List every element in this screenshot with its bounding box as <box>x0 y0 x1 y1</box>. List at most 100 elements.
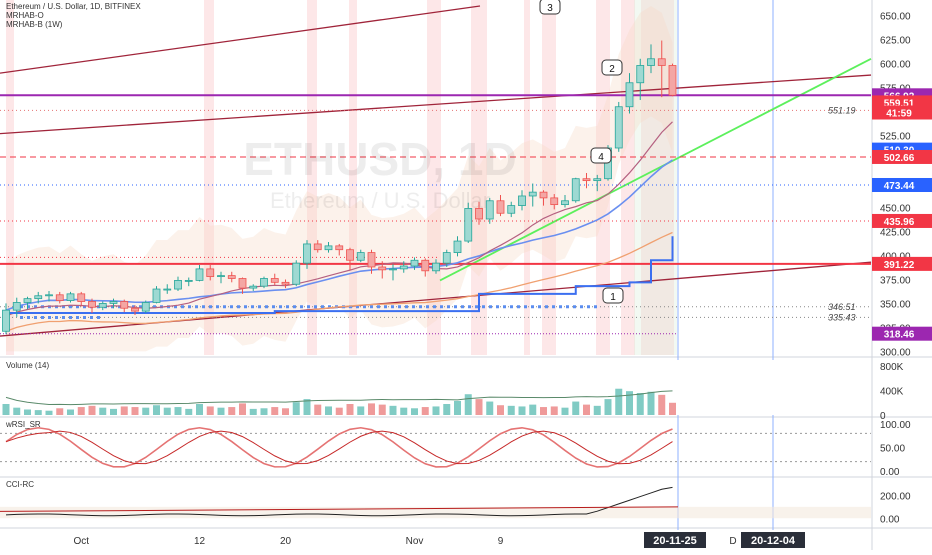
volume-bar <box>24 409 31 415</box>
cci-tick-label: 200.00 <box>880 491 911 502</box>
candle-body <box>453 240 462 253</box>
wrsi-signal <box>5 430 673 465</box>
candle-body <box>356 252 365 261</box>
volume-bar <box>507 405 515 415</box>
volume-bar <box>282 408 289 415</box>
time-tick-label: Nov <box>406 536 424 547</box>
volume-bar <box>464 394 472 415</box>
candle-body <box>582 178 591 182</box>
candle-body <box>324 245 333 251</box>
volume-tick-label: 0 <box>880 411 886 422</box>
candle-body <box>647 58 655 66</box>
wrsi-pane-label[interactable]: wRSI_SR <box>6 420 41 429</box>
candle-body <box>561 200 569 206</box>
annotation-label: 4 <box>598 152 604 163</box>
candle-body <box>496 200 505 214</box>
candle-body <box>303 243 311 264</box>
volume-bar <box>572 401 580 415</box>
price-tick-label: 425.00 <box>880 227 911 238</box>
indicator-label-1[interactable]: MRHAB-O <box>6 11 44 20</box>
price-tick-label: 625.00 <box>880 36 911 47</box>
symbol-info: Ethereum / U.S. Dollar, 1D, BITFINEX MRH… <box>6 2 141 29</box>
volume-bar <box>131 407 139 415</box>
candle-body <box>217 275 225 278</box>
price-badge-label: 435.96 <box>884 217 915 228</box>
candle-body <box>507 205 516 214</box>
volume-bar <box>658 394 666 415</box>
signal-band <box>641 0 674 355</box>
volume-bar <box>13 407 21 415</box>
volume-bar <box>2 404 10 415</box>
annotation-callout: 2 <box>601 59 623 76</box>
volume-bar <box>34 410 42 415</box>
time-badge-right-label: 20-12-04 <box>751 535 796 547</box>
volume-bar <box>206 406 214 415</box>
candle-body <box>550 197 559 206</box>
candle-body <box>55 294 64 301</box>
price-badge-label: 391.22 <box>884 260 915 271</box>
annotation-label: 2 <box>609 64 615 75</box>
candle-body <box>77 293 86 302</box>
candle-body <box>593 178 602 182</box>
volume-bar <box>217 407 225 415</box>
volume-bar <box>335 407 343 415</box>
volume-bar <box>432 406 440 415</box>
candle-body <box>518 195 526 206</box>
price-tick-label: 300.00 <box>880 347 911 358</box>
time-tick-label: 9 <box>498 536 504 547</box>
volume-bar <box>669 402 676 415</box>
candle-body <box>227 275 236 279</box>
wrsi-tick-label: 50.00 <box>880 444 905 455</box>
volume-bar <box>518 406 526 415</box>
time-badge-left <box>644 532 706 548</box>
volume-bar <box>88 405 96 415</box>
candle-body <box>34 295 43 300</box>
candle-body <box>152 288 161 303</box>
volume-bar <box>196 404 203 415</box>
volume-bar <box>561 407 569 415</box>
candle-body <box>120 301 129 309</box>
volume-bar <box>249 408 257 415</box>
volume-pane-label[interactable]: Volume (14) <box>6 361 50 370</box>
price-badge <box>872 105 932 120</box>
time-badge-right <box>741 532 805 548</box>
annotation-callout: 4 <box>590 147 612 164</box>
candle-body <box>464 208 473 242</box>
candle-body <box>668 65 677 96</box>
price-badge <box>872 213 932 228</box>
volume-bar <box>174 407 182 415</box>
candle-body <box>292 262 301 285</box>
price-badge-label: 502.66 <box>884 153 915 164</box>
volume-bar <box>626 391 633 415</box>
volume-bar <box>486 401 494 415</box>
candle-body <box>270 278 279 283</box>
watermark-symbol: ETHUSD, 1D <box>243 133 516 185</box>
candle-body <box>410 259 419 267</box>
candle-body <box>23 298 32 303</box>
candle-body <box>389 268 397 271</box>
price-badge <box>872 256 932 271</box>
volume-bar <box>292 402 300 415</box>
volume-bar <box>239 403 246 415</box>
volume-bar <box>400 407 408 415</box>
volume-bar <box>314 404 322 415</box>
candle-body <box>163 288 172 291</box>
candle-body <box>625 82 634 108</box>
candle-body <box>249 285 258 289</box>
volume-bar <box>411 408 418 415</box>
trend-line-mid <box>0 74 872 135</box>
annotation-callout: 3 <box>539 0 561 15</box>
price-tick-label: 450.00 <box>880 203 911 214</box>
candle-body <box>614 106 623 149</box>
indicator-label-2[interactable]: MRHAB-B (1W) <box>6 20 63 29</box>
cci-pane-label[interactable]: CCI-RC <box>6 480 34 489</box>
volume-tick-label: 400K <box>880 387 904 398</box>
trend-line-upper <box>0 5 481 74</box>
candle-body <box>281 281 290 285</box>
candle-body <box>442 252 451 264</box>
candle-body <box>378 266 387 271</box>
candle-body <box>421 259 430 272</box>
candle-body <box>238 278 247 289</box>
